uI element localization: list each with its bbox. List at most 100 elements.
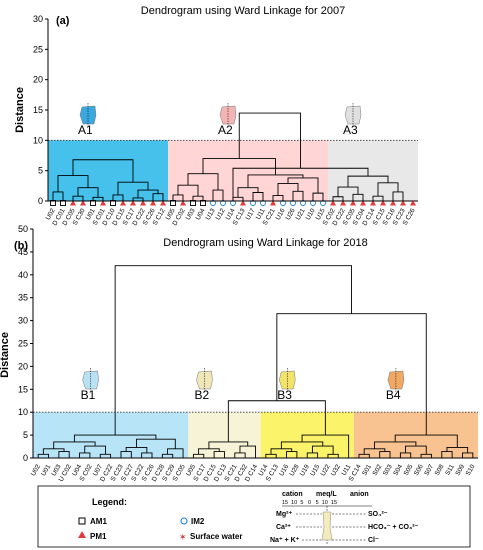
leaf-label: U04 bbox=[195, 207, 207, 221]
leaf-label: U22 bbox=[320, 463, 332, 477]
cluster-region-a3 bbox=[328, 140, 418, 201]
legend-label-pm1: PM1 bbox=[90, 532, 107, 541]
y-tick-label: 45 bbox=[18, 247, 28, 257]
cluster-label-b3: B3 bbox=[277, 388, 292, 402]
leaf-marker-triangle bbox=[330, 200, 336, 206]
chart-title: Dendrogram using Ward Linkage for 2018 bbox=[163, 237, 367, 249]
y-tick-label: 15 bbox=[33, 105, 43, 115]
stiff-icon-a3 bbox=[344, 105, 362, 125]
y-tick-label: 15 bbox=[18, 384, 28, 394]
y-tick-label: 50 bbox=[18, 224, 28, 234]
leaf-label: S05 bbox=[403, 463, 415, 477]
leaf-marker-triangle bbox=[150, 200, 156, 206]
cluster-region-a1 bbox=[48, 140, 168, 201]
cluster-label-b4: B4 bbox=[386, 388, 401, 402]
cluster-label-b1: B1 bbox=[81, 388, 96, 402]
stiff-icon-a2 bbox=[219, 105, 237, 125]
stiff-row-3-right: Cl⁻ bbox=[368, 537, 379, 544]
leaf-label: S04 bbox=[392, 463, 404, 477]
branch bbox=[238, 112, 301, 169]
legend-title: Legend: bbox=[92, 497, 127, 507]
cluster-label-b2: B2 bbox=[194, 388, 209, 402]
leaf-label: U17 bbox=[245, 207, 257, 221]
y-tick-label: 30 bbox=[33, 14, 43, 24]
legend-label-surface-water: Surface water bbox=[190, 532, 242, 541]
stiff-meq-label: meq/L bbox=[316, 491, 337, 498]
leaf-label: U28 bbox=[289, 463, 301, 477]
leaf-label: U16 bbox=[278, 463, 290, 477]
cluster-region-b2 bbox=[188, 412, 261, 458]
panel-a: 0 5 10 15 20 25 30 Distance Dendrogram using War… bbox=[14, 5, 418, 227]
legend: Legend: AM1 IM2 PM1 ✶ Surface water cati… bbox=[37, 485, 471, 548]
y-tick-label: 0 bbox=[38, 196, 43, 206]
leaf-marker-triangle bbox=[80, 200, 86, 206]
leaf-label: U19 bbox=[299, 463, 311, 477]
stiff-icon-b3 bbox=[278, 370, 296, 390]
stiff-anion-label: anion bbox=[350, 491, 369, 498]
leaf-label: S08 bbox=[434, 463, 446, 477]
leaf-marker-triangle bbox=[350, 200, 356, 206]
branch bbox=[72, 159, 134, 183]
cluster-label-a1: A1 bbox=[78, 123, 93, 137]
leaf-marker-triangle bbox=[410, 200, 416, 206]
leaf-label: S11 bbox=[444, 463, 456, 476]
leaf-label: U11 bbox=[341, 463, 353, 477]
stiff-cation-label: cation bbox=[282, 491, 303, 498]
leaf-label: S06 bbox=[413, 463, 425, 477]
leaf-label: U16 bbox=[275, 207, 287, 221]
leaf-marker-triangle bbox=[70, 200, 76, 206]
y-tick-label: 0 bbox=[23, 453, 28, 463]
leaf-label: U12 bbox=[215, 207, 227, 221]
leaf-marker-triangle bbox=[130, 200, 136, 206]
stiff-icon-b4 bbox=[387, 370, 405, 390]
leaf-marker-triangle bbox=[140, 200, 146, 206]
branch bbox=[114, 265, 353, 436]
leaf-label: S10 bbox=[465, 463, 477, 477]
leaf-label: U32 bbox=[330, 463, 342, 477]
panel-b: 0 5 10 15 20 25 30 35 40 45 50 Distance Dendrogram u… bbox=[0, 224, 478, 483]
legend-label-am1: AM1 bbox=[90, 517, 107, 526]
y-tick-label: 5 bbox=[38, 166, 43, 176]
y-tick-label: 25 bbox=[33, 44, 43, 54]
y-tick-label: 20 bbox=[18, 361, 28, 371]
stiff-row-2-right: HCO₃⁻ + CO₃²⁻ bbox=[368, 524, 419, 531]
y-tick-label: 5 bbox=[23, 430, 28, 440]
leaf-label: S03 bbox=[382, 463, 394, 477]
leaf-label: S09 bbox=[454, 463, 466, 477]
y-tick-label: 35 bbox=[18, 293, 28, 303]
leaf-label: U15 bbox=[309, 463, 321, 477]
leaf-label: U11 bbox=[255, 207, 267, 221]
leaf-label: U26 bbox=[285, 207, 297, 221]
chart-title: Dendrogram using Ward Linkage for 2007 bbox=[141, 5, 345, 17]
leaf-label: S07 bbox=[423, 463, 435, 477]
leaf-label: U02 bbox=[30, 463, 42, 477]
stiff-legend: cation meq/L anion 15 10 5 0 5 10 15 Mg²… bbox=[270, 491, 419, 545]
legend-marker-am1 bbox=[78, 517, 86, 525]
cluster-label-a3: A3 bbox=[343, 123, 358, 137]
leaf-marker-triangle bbox=[370, 200, 376, 206]
legend-marker-im2 bbox=[180, 517, 188, 525]
legend-box bbox=[37, 485, 471, 548]
leaf-marker-triangle bbox=[270, 200, 276, 206]
legend-marker-pm1 bbox=[78, 531, 86, 538]
y-axis-label: Distance bbox=[14, 87, 26, 133]
leaf-label: U01 bbox=[40, 463, 52, 477]
panel-label: (b) bbox=[14, 240, 28, 252]
leaf-label: U21 bbox=[295, 207, 307, 221]
y-tick-label: 30 bbox=[18, 316, 28, 326]
panel-label: (a) bbox=[56, 15, 70, 27]
leaf-marker-triangle bbox=[160, 200, 166, 206]
stiff-icon-b2 bbox=[196, 370, 213, 390]
leaf-marker-triangle bbox=[340, 200, 346, 206]
leaf-label: S02 bbox=[372, 463, 384, 477]
leaf-label: U10 bbox=[305, 207, 317, 221]
leaf-label: U13 bbox=[205, 207, 217, 221]
leaf-marker-triangle bbox=[400, 200, 406, 206]
stiff-icon-a1 bbox=[79, 105, 97, 125]
cluster-label-a2: A2 bbox=[218, 123, 233, 137]
leaf-marker-triangle bbox=[120, 200, 126, 206]
y-tick-label: 20 bbox=[33, 75, 43, 85]
legend-marker-surface-water: ✶ bbox=[179, 532, 187, 542]
stiff-icon-b1 bbox=[82, 370, 99, 390]
